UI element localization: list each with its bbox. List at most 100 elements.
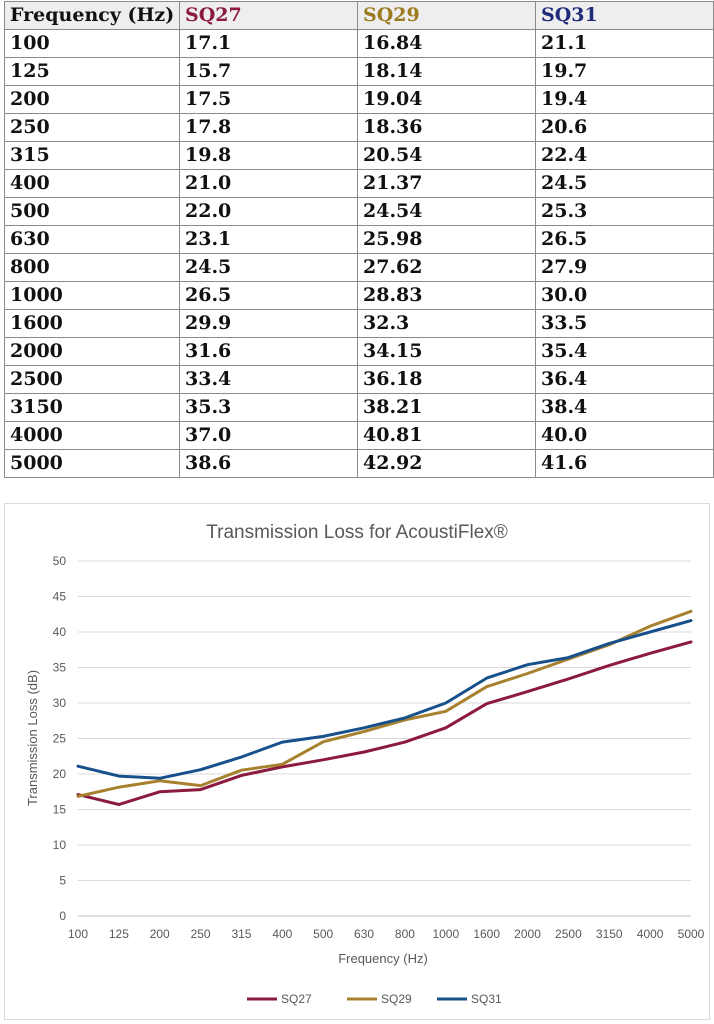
frequency-cell: 125: [4, 57, 180, 86]
sq31-cell: 40.0: [535, 421, 714, 450]
x-axis-label: Frequency (Hz): [338, 951, 428, 966]
table-row: 1000 26.5 28.83 30.0: [4, 281, 714, 310]
frequency-cell: 250: [4, 113, 180, 142]
table-body: 100 17.1 16.84 21.1 125 15.7 18.14 19.7 200 17.5 1…: [4, 29, 714, 478]
frequency-cell: 3150: [4, 393, 180, 422]
frequency-cell: 200: [4, 85, 180, 114]
data-table: Frequency (Hz) SQ27 SQ29 SQ31 100 17.1 16.…: [4, 1, 714, 478]
x-tick-label: 250: [191, 927, 211, 941]
frequency-cell: 2500: [4, 365, 180, 394]
sq27-cell: 19.8: [179, 141, 358, 170]
header-sq27: SQ27: [179, 1, 358, 30]
x-tick-label: 200: [150, 927, 170, 941]
frequency-cell: 500: [4, 197, 180, 226]
sq29-cell: 28.83: [357, 281, 536, 310]
x-tick-label: 125: [109, 927, 129, 941]
table-header-row: Frequency (Hz) SQ27 SQ29 SQ31: [4, 1, 714, 30]
sq27-cell: 17.8: [179, 113, 358, 142]
sq29-cell: 34.15: [357, 337, 536, 366]
x-tick-label: 1000: [432, 927, 459, 941]
chart-title: Transmission Loss for AcoustiFlex®: [206, 522, 508, 543]
y-tick-label: 20: [53, 767, 67, 781]
frequency-cell: 315: [4, 141, 180, 170]
frequency-cell: 1600: [4, 309, 180, 338]
x-tick-label: 400: [272, 927, 292, 941]
x-tick-label: 800: [395, 927, 415, 941]
legend-label-sq29: SQ29: [381, 992, 412, 1006]
sq29-cell: 36.18: [357, 365, 536, 394]
x-tick-label: 630: [354, 927, 374, 941]
sq27-cell: 22.0: [179, 197, 358, 226]
sq27-cell: 26.5: [179, 281, 358, 310]
sq29-cell: 24.54: [357, 197, 536, 226]
chart-panel: Transmission Loss for AcoustiFlex® 0 5 10 1…: [4, 503, 710, 1020]
axes: 0 5 10 15 20 25 30 35 40 45 50 100 125 200 250 315 400 50…: [53, 554, 705, 941]
x-tick-label: 4000: [637, 927, 664, 941]
table-row: 250 17.8 18.36 20.6: [4, 113, 714, 142]
table-row: 3150 35.3 38.21 38.4: [4, 393, 714, 422]
x-tick-label: 2000: [514, 927, 541, 941]
x-tick-label: 2500: [555, 927, 582, 941]
x-tick-label: 1600: [473, 927, 500, 941]
transmission-loss-chart: Transmission Loss for AcoustiFlex® 0 5 10 1…: [25, 522, 705, 1006]
frequency-cell: 630: [4, 225, 180, 254]
sq29-cell: 25.98: [357, 225, 536, 254]
y-axis-label: Transmission Loss (dB): [25, 670, 40, 806]
legend-label-sq31: SQ31: [471, 992, 502, 1006]
sq31-cell: 33.5: [535, 309, 714, 338]
sq27-cell: 35.3: [179, 393, 358, 422]
sq29-cell: 18.14: [357, 57, 536, 86]
sq29-cell: 38.21: [357, 393, 536, 422]
sq27-cell: 17.5: [179, 85, 358, 114]
sq27-cell: 29.9: [179, 309, 358, 338]
header-sq31: SQ31: [535, 1, 714, 30]
y-tick-label: 40: [53, 625, 67, 639]
header-sq29: SQ29: [357, 1, 536, 30]
y-tick-label: 45: [53, 590, 67, 604]
sq31-cell: 30.0: [535, 281, 714, 310]
sq31-cell: 19.4: [535, 85, 714, 114]
y-tick-label: 10: [53, 838, 67, 852]
table-row: 315 19.8 20.54 22.4: [4, 141, 714, 170]
sq31-cell: 35.4: [535, 337, 714, 366]
sq31-cell: 21.1: [535, 29, 714, 58]
y-tick-label: 30: [53, 696, 67, 710]
y-tick-label: 50: [53, 554, 67, 568]
y-tick-label: 25: [53, 732, 67, 746]
sq31-cell: 24.5: [535, 169, 714, 198]
x-tick-label: 315: [231, 927, 251, 941]
series-line-sq29: [76, 609, 693, 798]
sq31-cell: 26.5: [535, 225, 714, 254]
sq29-cell: 27.62: [357, 253, 536, 282]
sq29-cell: 32.3: [357, 309, 536, 338]
series-lines: [76, 609, 693, 806]
sq31-cell: 22.4: [535, 141, 714, 170]
grid-lines: [78, 560, 691, 881]
table-row: 4000 37.0 40.81 40.0: [4, 421, 714, 450]
table-row: 500 22.0 24.54 25.3: [4, 197, 714, 226]
table-row: 400 21.0 21.37 24.5: [4, 169, 714, 198]
table-row: 200 17.5 19.04 19.4: [4, 85, 714, 114]
x-tick-label: 500: [313, 927, 333, 941]
sq29-cell: 16.84: [357, 29, 536, 58]
table-row: 630 23.1 25.98 26.5: [4, 225, 714, 254]
legend-label-sq27: SQ27: [281, 992, 312, 1006]
sq27-cell: 38.6: [179, 449, 358, 478]
sq29-cell: 40.81: [357, 421, 536, 450]
frequency-cell: 800: [4, 253, 180, 282]
sq31-cell: 41.6: [535, 449, 714, 478]
y-tick-label: 15: [53, 803, 67, 817]
sq31-cell: 20.6: [535, 113, 714, 142]
table-row: 5000 38.6 42.92 41.6: [4, 449, 714, 478]
sq29-cell: 42.92: [357, 449, 536, 478]
header-frequency: Frequency (Hz): [4, 1, 180, 30]
table-row: 2500 33.4 36.18 36.4: [4, 365, 714, 394]
y-tick-label: 0: [59, 909, 66, 923]
frequency-cell: 400: [4, 169, 180, 198]
sq27-cell: 37.0: [179, 421, 358, 450]
frequency-cell: 2000: [4, 337, 180, 366]
y-tick-label: 35: [53, 661, 67, 675]
x-tick-label: 100: [68, 927, 88, 941]
table-row: 1600 29.9 32.3 33.5: [4, 309, 714, 338]
series-line-sq27: [76, 640, 693, 806]
